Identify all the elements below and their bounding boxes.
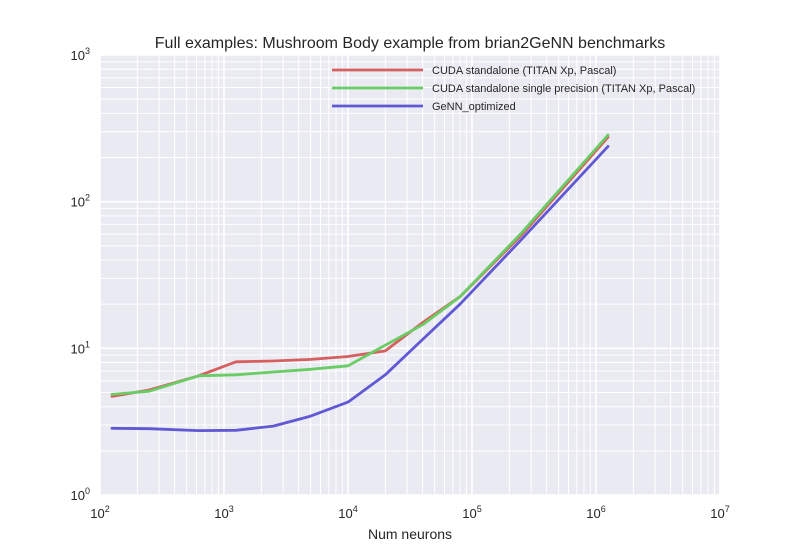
x-tick-label: 104	[338, 504, 357, 521]
y-axis-ticks: 100 101 102 103	[71, 46, 90, 503]
chart-title: Full examples: Mushroom Body example fro…	[155, 35, 665, 52]
series-lines	[110, 133, 610, 433]
y-tick-label: 101	[71, 339, 90, 356]
y-tick-label: 100	[71, 486, 90, 503]
x-axis-label: Num neurons	[368, 526, 452, 542]
legend-label-1: CUDA standalone (TITAN Xp, Pascal)	[432, 65, 616, 77]
y-tick-label: 102	[71, 193, 90, 210]
plot-background	[100, 55, 720, 495]
minor-gridlines	[100, 55, 720, 495]
legend: CUDA standalone (TITAN Xp, Pascal) CUDA s…	[332, 65, 695, 113]
y-tick-label: 103	[71, 46, 90, 63]
x-tick-label: 105	[462, 504, 481, 521]
x-axis-ticks: 102 103 104 105 106 107	[90, 504, 729, 521]
x-tick-label: 106	[586, 504, 605, 521]
series-line-2	[110, 133, 610, 396]
x-tick-label: 102	[90, 504, 109, 521]
x-tick-label: 107	[710, 504, 729, 521]
major-gridlines	[99, 54, 721, 496]
legend-label-2: CUDA standalone single precision (TITAN …	[432, 83, 695, 95]
legend-label-3: GeNN_optimized	[432, 101, 516, 113]
x-tick-label: 103	[214, 504, 233, 521]
series-line-3	[110, 144, 610, 433]
